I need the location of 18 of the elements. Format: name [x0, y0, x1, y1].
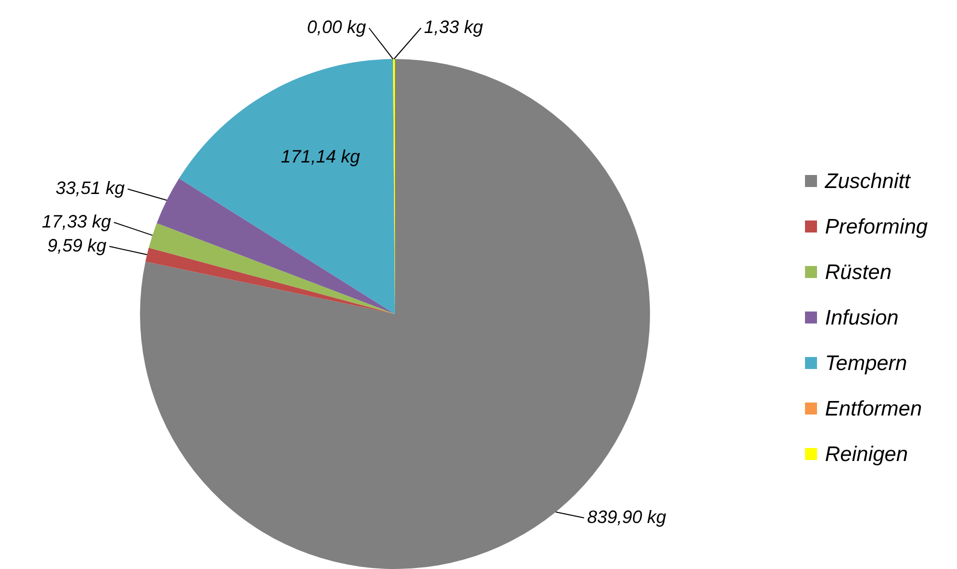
data-label: 839,90 kg: [587, 506, 666, 527]
text: 0,00 kg: [306, 17, 366, 37]
data-label: 9,59 kg: [47, 235, 106, 256]
pie-slice: [179, 59, 395, 314]
legend-label: Rüsten: [825, 261, 892, 284]
legend-label: Reinigen: [825, 443, 908, 466]
legend-label: Entformen: [825, 398, 922, 420]
legend-label: Zuschnitt: [824, 170, 912, 193]
pie-slice: [156, 178, 395, 314]
legend-label: Tempern: [825, 352, 908, 375]
pie-slice: [145, 248, 395, 314]
legend-label: Infusion: [825, 306, 899, 330]
pie-slice: [148, 223, 395, 314]
legend-label: Preforming: [825, 216, 928, 238]
data-label: 1,33 kg: [424, 17, 484, 37]
data-label: 171,14 kg: [280, 146, 360, 167]
data-label: 33,51 kg: [56, 178, 125, 198]
data-label: 17,33 kg: [42, 211, 111, 232]
